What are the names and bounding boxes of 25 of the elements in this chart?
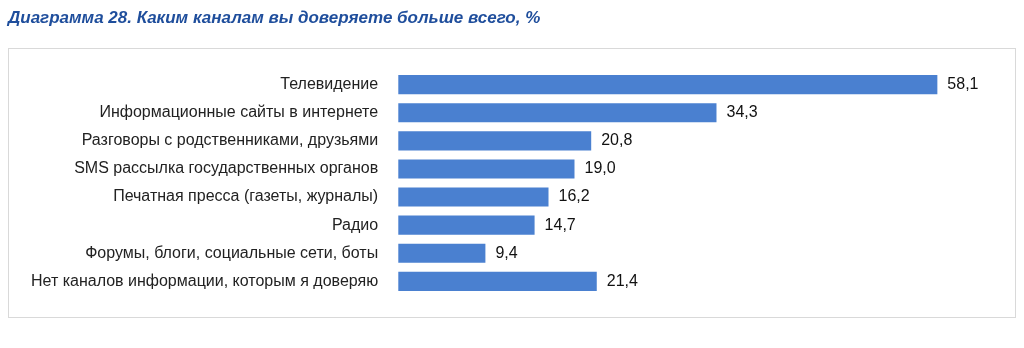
data-label: 58,1 xyxy=(947,75,979,93)
y-tick-label: Нет каналов информации, которым я доверяю xyxy=(30,271,379,289)
data-label: 21,4 xyxy=(606,271,639,289)
data-label: 34,3 xyxy=(726,103,758,121)
bar xyxy=(398,159,575,179)
y-tick-label: SMS рассылка государственных органов xyxy=(74,159,379,177)
y-tick-label: Форумы, блоги, социальные сети, боты xyxy=(85,243,379,261)
y-tick-label: Информационные сайты в интернете xyxy=(99,103,379,121)
bar xyxy=(398,215,535,235)
data-label: 19,0 xyxy=(584,159,616,177)
bar xyxy=(398,75,938,95)
y-tick-label: Радио xyxy=(331,215,379,233)
y-tick-label: Разговоры с родственниками, друзьями xyxy=(81,131,379,149)
bar xyxy=(398,243,486,263)
y-tick-label: Телевидение xyxy=(280,75,379,93)
bar xyxy=(398,131,592,151)
data-label: 20,8 xyxy=(601,131,633,149)
bar xyxy=(398,187,549,207)
data-label: 14,7 xyxy=(544,215,576,233)
bar xyxy=(398,271,597,291)
data-label: 9,4 xyxy=(495,243,518,261)
chart-title: Диаграмма 28. Каким каналам вы доверяете больше всего, % xyxy=(8,8,542,28)
data-label: 16,2 xyxy=(558,187,590,205)
bar xyxy=(398,103,717,123)
y-tick-label: Печатная пресса (газеты, журналы) xyxy=(113,187,379,205)
